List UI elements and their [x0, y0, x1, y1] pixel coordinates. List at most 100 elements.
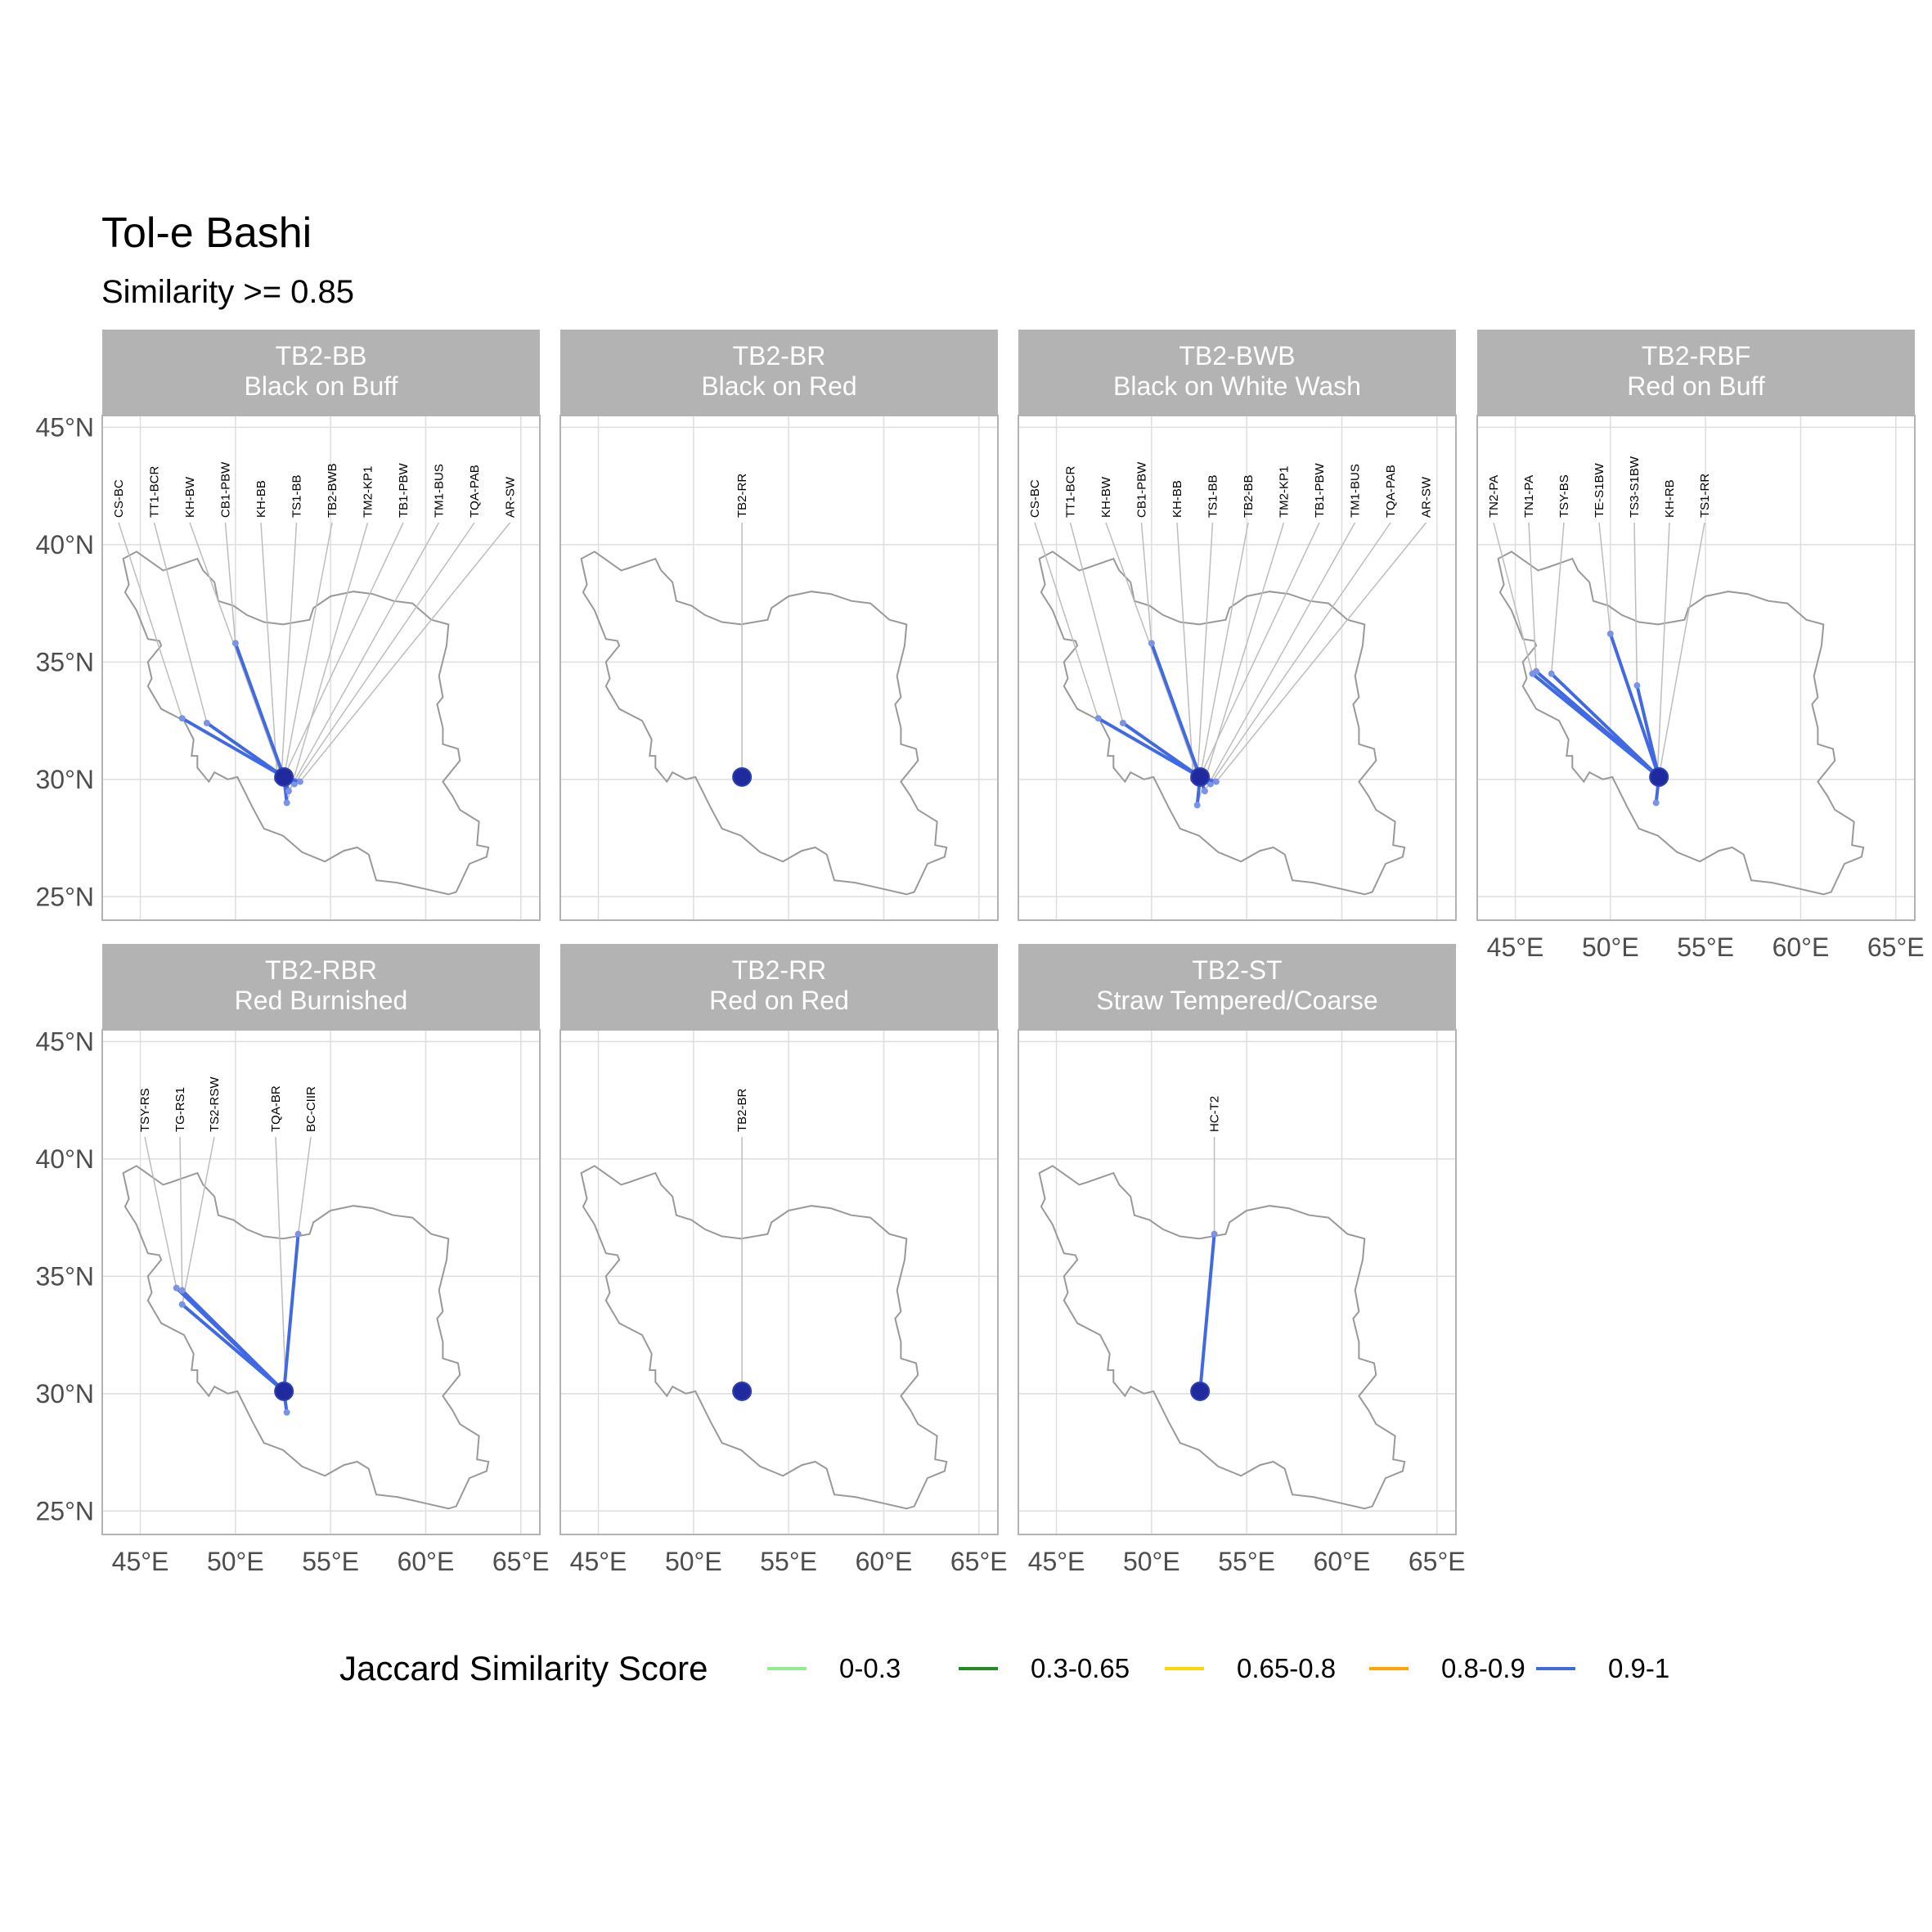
site-label: AR-SW: [1420, 476, 1434, 518]
site-label: TS1-BB: [290, 474, 304, 518]
label-leader-line: [181, 1136, 215, 1305]
strip-name: Straw Tempered/Coarse: [1096, 986, 1377, 1015]
site-label: AR-SW: [504, 476, 518, 518]
panel-border: [1476, 415, 1916, 921]
strip-name: Black on Red: [701, 371, 856, 401]
site-label: TB2-BB: [1242, 474, 1256, 518]
iran-outline: [122, 550, 490, 896]
label-leader-line: [294, 522, 475, 784]
site-label: CS-BC: [112, 479, 126, 518]
linked-site-point: [1212, 778, 1220, 785]
label-leader-line: [1200, 522, 1320, 775]
x-tick-label: 55°E: [302, 1547, 359, 1576]
label-leader-line: [1034, 522, 1099, 719]
x-tick-label: 50°E: [207, 1547, 264, 1576]
iran-outline: [580, 550, 948, 896]
x-tick-label: 50°E: [1582, 932, 1639, 962]
strip-code: TB2-BR: [733, 341, 826, 371]
strip-background: [560, 944, 998, 1030]
iran-outline: [122, 1165, 490, 1510]
origin-site-point: [1649, 766, 1669, 787]
site-label: TB2-BWB: [326, 463, 339, 518]
site-label: TG-RS1: [173, 1087, 187, 1132]
x-tick-label: 50°E: [1123, 1547, 1180, 1576]
label-leader-line: [260, 522, 278, 780]
panel-border: [101, 1029, 541, 1535]
label-leader-line: [118, 522, 183, 719]
site-label: CS-BC: [1028, 479, 1042, 518]
similarity-link: [205, 721, 285, 779]
site-label: CB1-PBW: [1135, 461, 1149, 518]
label-leader-line: [280, 522, 298, 782]
origin-site-point: [1190, 1381, 1211, 1401]
label-leader-line: [179, 1136, 183, 1291]
similarity-link: [181, 1303, 285, 1393]
site-label: TB2-BR: [735, 1088, 749, 1132]
y-tick-label: 30°N: [36, 1379, 95, 1409]
chart-title: Tol-e Bashi: [101, 209, 312, 257]
x-tick-label: 60°E: [1772, 932, 1830, 962]
y-tick-label: 45°N: [36, 1027, 95, 1056]
label-leader-line: [144, 1136, 177, 1288]
site-label: TM1-BUS: [433, 464, 447, 518]
similarity-link: [181, 717, 285, 779]
label-leader-line: [284, 522, 404, 775]
site-label: KH-BB: [1170, 480, 1184, 518]
site-label: TN1-PA: [1522, 475, 1536, 518]
linked-site-point: [178, 715, 186, 722]
linked-site-point: [283, 799, 290, 806]
x-tick-label: 65°E: [492, 1547, 550, 1576]
x-tick-label: 55°E: [760, 1547, 817, 1576]
site-label: CB1-PBW: [219, 461, 233, 518]
y-tick-label: 40°N: [36, 1144, 95, 1174]
linked-site-point: [290, 780, 298, 788]
linked-site-point: [203, 719, 210, 726]
site-label: TSY-RS: [138, 1088, 152, 1132]
label-leader-line: [1199, 522, 1249, 778]
x-tick-label: 45°E: [1028, 1547, 1085, 1576]
site-label: TM2-KP1: [362, 466, 375, 518]
site-label: TN2-PA: [1487, 475, 1501, 518]
label-leader-line: [1598, 522, 1611, 634]
origin-site-point: [1190, 766, 1211, 787]
y-tick-label: 35°N: [36, 647, 95, 676]
site-label: TT1-BCR: [148, 466, 162, 519]
panel-border: [101, 415, 541, 921]
strip-background: [102, 330, 540, 416]
strip-background: [102, 944, 540, 1030]
label-leader-line: [1550, 522, 1565, 674]
strip-name: Black on Buff: [245, 371, 398, 401]
label-leader-line: [1633, 522, 1638, 686]
x-tick-label: 50°E: [665, 1547, 722, 1576]
label-leader-line: [1493, 522, 1534, 674]
label-leader-line: [285, 522, 369, 803]
similarity-link: [1149, 642, 1202, 778]
origin-site-point: [732, 1381, 753, 1401]
label-leader-line: [1140, 522, 1152, 644]
label-leader-line: [224, 522, 236, 644]
similarity-link: [1608, 633, 1661, 778]
linked-site-point: [1206, 780, 1214, 788]
linked-site-point: [1211, 1230, 1218, 1238]
label-leader-line: [1105, 522, 1198, 775]
similarity-link: [1097, 717, 1202, 779]
site-label: TE-S1BW: [1593, 462, 1606, 518]
site-label: TB1-PBW: [1313, 462, 1327, 518]
label-leader-line: [297, 1136, 312, 1234]
strip-code: TB2-RR: [732, 955, 827, 985]
label-leader-line: [189, 522, 282, 775]
origin-site-point: [274, 1381, 294, 1401]
x-tick-label: 60°E: [856, 1547, 913, 1576]
panel-border: [559, 1029, 999, 1535]
label-leader-line: [1655, 522, 1670, 803]
strip-name: Black on White Wash: [1113, 371, 1361, 401]
x-tick-label: 65°E: [950, 1547, 1008, 1576]
x-tick-label: 60°E: [1314, 1547, 1371, 1576]
linked-site-point: [1533, 667, 1540, 675]
y-tick-label: 35°N: [36, 1261, 95, 1291]
site-label: KH-BW: [183, 476, 197, 518]
linked-site-point: [1548, 670, 1555, 677]
